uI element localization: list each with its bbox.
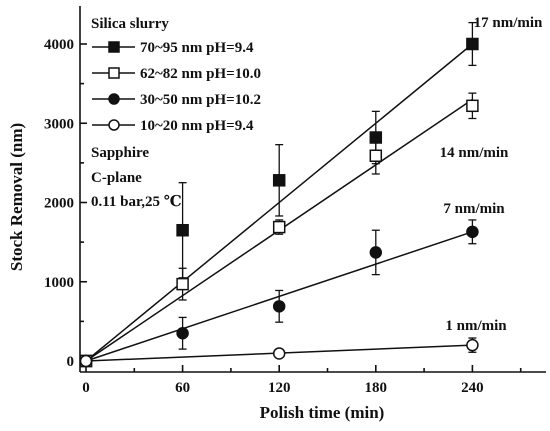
legend: Silica slurry 70~95 nm pH=9.4 62~82 nm pH=… [91, 16, 261, 210]
legend-label: 30~50 nm pH=10.2 [140, 92, 261, 108]
rate-label: 7 nm/min [443, 201, 505, 217]
data-point [272, 347, 286, 360]
x-tick-label: 180 [365, 380, 388, 396]
y-tick-label: 2000 [44, 196, 74, 212]
data-point [369, 246, 383, 259]
data-point [176, 277, 189, 291]
legend-label: 62~82 nm pH=10.0 [140, 66, 261, 82]
data-point [272, 300, 286, 313]
x-tick-label: 120 [268, 380, 291, 396]
rate-label: 17 nm/min [474, 15, 543, 31]
y-tick-label: 0 [67, 354, 75, 370]
axes: 0 1000 2000 3000 4000 0 60 120 180 240 [44, 6, 546, 396]
y-tick-label: 3000 [44, 116, 74, 132]
data-markers [79, 21, 479, 368]
x-axis-title: Polish time (min) [260, 403, 385, 422]
y-tick-label: 1000 [44, 275, 74, 291]
legend-title: Silica slurry [91, 16, 169, 32]
sample-note: C-plane [91, 170, 142, 186]
sample-note: 0.11 bar,25 ℃ [91, 194, 182, 210]
y-tick-label: 4000 [44, 37, 74, 53]
y-axis-title: Stock Removal (nm) [7, 123, 26, 271]
data-point [272, 174, 286, 187]
data-point [466, 338, 479, 352]
legend-swatch-marker [108, 93, 120, 105]
legend-swatch-marker [108, 67, 120, 79]
legend-label: 70~95 nm pH=9.4 [140, 40, 254, 56]
data-point [79, 354, 93, 368]
data-point [272, 220, 286, 234]
data-point [466, 37, 479, 51]
legend-label: 10~20 nm pH=9.4 [140, 118, 254, 134]
rate-labels: 17 nm/min 14 nm/min 7 nm/min 1 nm/min [440, 15, 543, 334]
data-point [176, 223, 189, 237]
rate-label: 14 nm/min [440, 145, 509, 161]
legend-swatch-marker [108, 119, 120, 131]
x-tick-label: 60 [175, 380, 190, 396]
rate-label: 1 nm/min [445, 318, 507, 334]
legend-swatch-marker [108, 41, 120, 53]
data-point [466, 225, 479, 239]
data-point [176, 327, 189, 340]
data-point [369, 149, 383, 162]
x-tick-label: 0 [82, 380, 90, 396]
sample-note: Sapphire [91, 145, 149, 161]
data-point [466, 99, 479, 113]
x-tick-label: 240 [461, 380, 484, 396]
